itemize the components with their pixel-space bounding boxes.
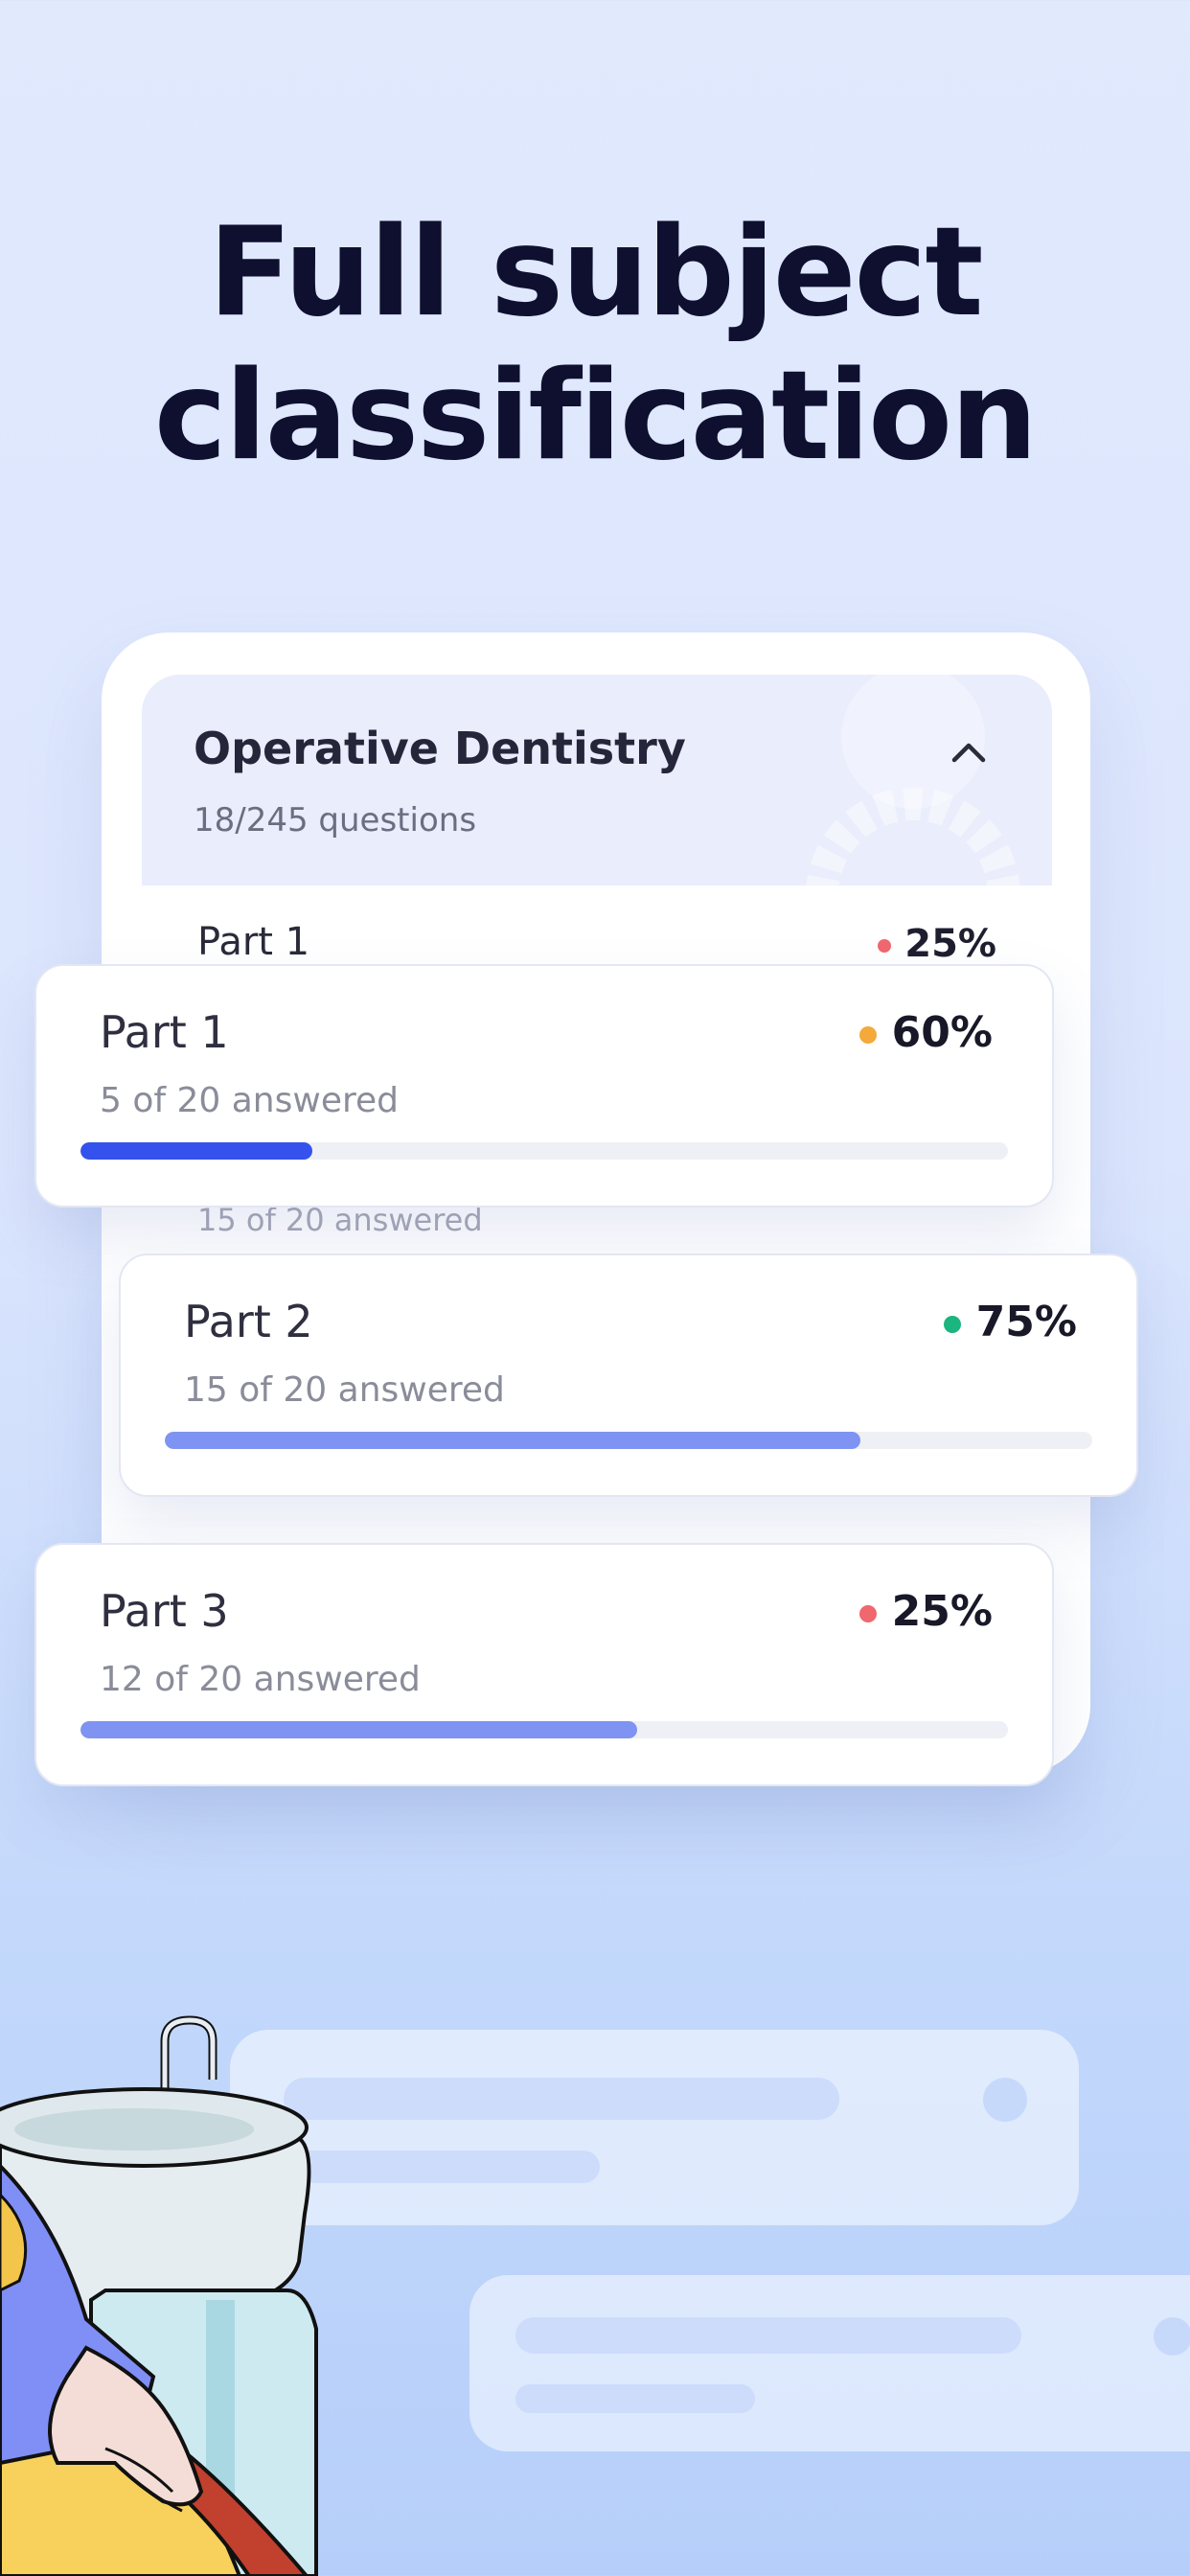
subject-question-count: 18/245 questions: [194, 801, 477, 840]
progress-track: [80, 1142, 1008, 1160]
placeholder-dot: [1154, 2317, 1190, 2356]
part-percent-value: 75%: [975, 1298, 1077, 1346]
subject-header[interactable]: Operative Dentistry 18/245 questions: [142, 675, 1052, 895]
progress-fill: [80, 1142, 312, 1160]
part-card[interactable]: Part 2 75% 15 of 20 answered: [119, 1254, 1138, 1497]
status-dot: [858, 1026, 877, 1044]
placeholder-card: [469, 2275, 1190, 2451]
progress-track: [80, 1721, 1008, 1738]
subject-title: Operative Dentistry: [194, 723, 686, 774]
chevron-up-icon[interactable]: [945, 728, 993, 776]
part-percent-value: 60%: [891, 1008, 993, 1057]
part-percent: 25%: [858, 1587, 993, 1636]
headline-line-2: classification: [153, 345, 1038, 488]
list-row-percent-value: 25%: [904, 922, 996, 966]
part-title: Part 1: [100, 1006, 229, 1058]
placeholder-card: [230, 2030, 1079, 2225]
headline-line-1: Full subject: [208, 201, 983, 344]
placeholder-line: [515, 2317, 1021, 2354]
status-dot: [858, 1605, 877, 1622]
placeholder-dot: [983, 2078, 1027, 2122]
status-dot: [878, 939, 892, 953]
part-answered: 15 of 20 answered: [184, 1370, 505, 1410]
part-answered: 5 of 20 answered: [100, 1081, 399, 1120]
part-title: Part 2: [184, 1296, 313, 1347]
gauge-decor-icon: [806, 788, 1020, 895]
progress-track: [165, 1432, 1092, 1449]
part-percent: 60%: [858, 1008, 993, 1057]
dental-patient-illustration: [0, 2015, 318, 2576]
headline: Full subject classification: [0, 201, 1190, 489]
progress-fill: [80, 1721, 637, 1738]
part-answered: 12 of 20 answered: [100, 1660, 421, 1699]
decor-circle: [841, 675, 985, 809]
part-percent-value: 25%: [891, 1587, 993, 1636]
placeholder-line: [515, 2384, 755, 2413]
list-row-title[interactable]: Part 1: [197, 920, 310, 964]
placeholder-line: [284, 2078, 839, 2120]
part-title: Part 3: [100, 1585, 229, 1637]
placeholder-line: [284, 2150, 600, 2183]
part-card[interactable]: Part 1 60% 5 of 20 answered: [34, 964, 1054, 1208]
part-card[interactable]: Part 3 25% 12 of 20 answered: [34, 1543, 1054, 1786]
list-row-answered: 15 of 20 answered: [197, 1202, 483, 1238]
list-row-percent: 25%: [878, 922, 996, 966]
progress-fill: [165, 1432, 860, 1449]
status-dot: [943, 1316, 961, 1333]
part-percent: 75%: [943, 1298, 1077, 1346]
